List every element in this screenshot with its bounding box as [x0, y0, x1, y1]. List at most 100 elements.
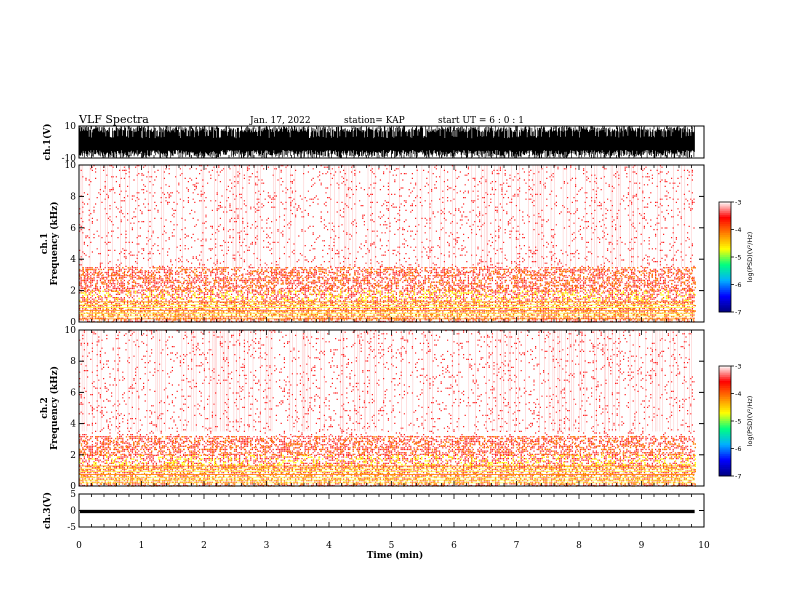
colorbar-segment: [719, 301, 731, 304]
colorbar-segment: [719, 410, 731, 413]
time-axis: 0 1 2 3 4 5 6 7 8 9 10: [76, 541, 710, 551]
colorbar-tick-label: -3: [735, 199, 741, 207]
colorbar-segment: [719, 378, 731, 381]
colorbar-ch1: -3 -4 -5 -6 -7 log(PSD)(V²/Hz): [718, 199, 754, 317]
colorbar-segment: [719, 231, 731, 234]
spec2-band-hot-1: [79, 454, 696, 467]
colorbar-segment: [719, 264, 731, 267]
colorbar-segment: [719, 203, 731, 206]
spec1-ylabel-freq: Frequency (kHz): [49, 201, 60, 285]
colorbar-segment: [719, 393, 731, 396]
colorbar-segment: [719, 236, 731, 239]
colorbar-segment: [719, 249, 731, 252]
colorbar-segment: [719, 382, 731, 385]
spec1-band-hot-1: [79, 290, 696, 303]
colorbar-segment: [719, 216, 731, 219]
colorbar-segment: [719, 277, 731, 280]
colorbar-segment: [719, 367, 731, 370]
colorbar-segment: [719, 459, 731, 462]
colorbar-tick-label: -5: [735, 418, 741, 426]
colorbar-segment: [719, 395, 731, 398]
x-tick-label: 2: [201, 541, 207, 551]
colorbar-segment: [719, 417, 731, 420]
colorbar-segment: [719, 240, 731, 243]
colorbar-segment: [719, 286, 731, 289]
colorbar-segment: [719, 399, 731, 402]
spec2-ytick-label: 2: [70, 451, 76, 461]
colorbar-segment: [719, 211, 731, 214]
spec2-ytick-label: 10: [65, 326, 77, 336]
colorbar-segment: [719, 413, 731, 416]
colorbar-segment: [719, 242, 731, 245]
colorbar-tick-label: -3: [735, 363, 741, 371]
colorbar-segment: [719, 302, 731, 305]
spec2-ylabel-channel: ch.2: [40, 397, 50, 418]
colorbar-segment: [719, 432, 731, 435]
colorbar-segment: [719, 402, 731, 405]
spec1-ytick-label: 10: [65, 161, 77, 171]
colorbar-segment: [719, 291, 731, 294]
colorbar-segment: [719, 310, 731, 313]
colorbar-segment: [719, 366, 731, 369]
colorbar-segment: [719, 251, 731, 254]
colorbar-segment: [719, 306, 731, 309]
colorbar-segment: [719, 246, 731, 249]
spec2-ylabel-freq: Frequency (kHz): [49, 366, 60, 450]
colorbar-segment: [719, 271, 731, 274]
colorbar-segment: [719, 472, 731, 475]
x-tick-label: 10: [698, 541, 710, 551]
colorbar-segment: [719, 422, 731, 425]
colorbar-segment: [719, 428, 731, 431]
colorbar-segment: [719, 465, 731, 468]
spec2-ytick-label: 0: [70, 482, 76, 492]
colorbar-segment: [719, 466, 731, 469]
colorbar-segment: [719, 222, 731, 225]
spec1-sferics: [80, 165, 692, 268]
colorbar-segment: [719, 455, 731, 458]
colorbar-segment: [719, 205, 731, 208]
colorbar-segment: [719, 443, 731, 446]
colorbar-label: log(PSD)(V²/Hz): [746, 232, 754, 283]
colorbar-segment: [719, 260, 731, 263]
colorbar-segment: [719, 388, 731, 391]
colorbar-segment: [719, 400, 731, 403]
colorbar-segment: [719, 244, 731, 247]
colorbar-segment: [719, 213, 731, 216]
x-tick-label: 5: [389, 541, 395, 551]
colorbar-segment: [719, 406, 731, 409]
colorbar-segment: [719, 457, 731, 460]
colorbar-segment: [719, 437, 731, 440]
colorbar-segment: [719, 384, 731, 387]
colorbar-segment: [719, 220, 731, 223]
colorbar-segment: [719, 468, 731, 471]
colorbar-segment: [719, 235, 731, 238]
colorbar-segment: [719, 369, 731, 372]
ch1-ytick-label: -10: [62, 154, 77, 164]
colorbar-segment: [719, 225, 731, 228]
colorbar-segment: [719, 461, 731, 464]
colorbar-segment: [719, 439, 731, 442]
colorbar-tick-label: -4: [735, 390, 741, 398]
spec2-band-2: [79, 436, 695, 455]
start-time-label: start UT = 6 : 0 : 1: [438, 116, 524, 126]
colorbar-segment: [719, 421, 731, 424]
colorbar-segment: [719, 371, 731, 374]
colorbar-segment: [719, 474, 731, 477]
spec1-band-hot-0: [79, 303, 696, 323]
station-label: station= KAP: [344, 116, 405, 126]
spec2-ytick-label: 8: [70, 357, 76, 367]
colorbar-segment: [719, 377, 731, 380]
spec2-sferics: [81, 330, 692, 432]
colorbar-segment: [719, 247, 731, 250]
spec1-ytick-label: 2: [70, 287, 76, 297]
colorbar-segment: [719, 433, 731, 436]
colorbar-segment: [719, 430, 731, 433]
ch3-ytick-label: 5: [70, 490, 76, 500]
colorbar-segment: [719, 207, 731, 210]
ch1-ylabel: ch.1(V): [42, 124, 53, 161]
colorbar-segment: [719, 282, 731, 285]
colorbar-segment: [719, 262, 731, 265]
colorbar-segment: [719, 255, 731, 258]
ch3-ylabel: ch.3(V): [42, 492, 53, 529]
colorbar-segment: [719, 293, 731, 296]
